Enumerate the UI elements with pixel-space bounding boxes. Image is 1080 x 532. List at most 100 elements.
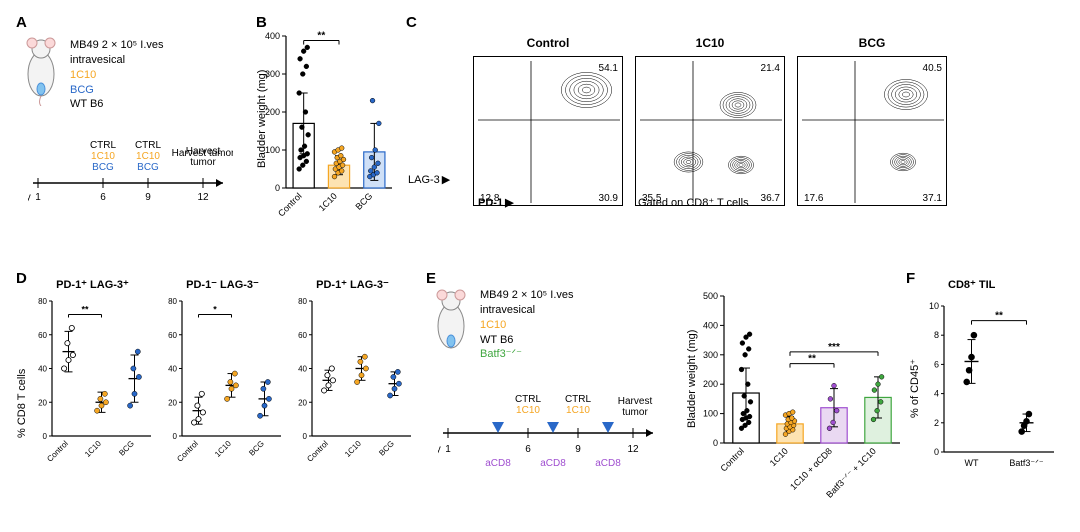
- svg-text:2: 2: [934, 418, 939, 428]
- svg-text:**: **: [995, 311, 1003, 322]
- svg-text:30.9: 30.9: [599, 193, 619, 204]
- svg-text:1C10: 1C10: [136, 151, 160, 162]
- svg-text:37.1: 37.1: [923, 193, 943, 204]
- svg-text:tumor: tumor: [622, 407, 648, 418]
- svg-text:BCG: BCG: [117, 439, 136, 458]
- svg-text:20: 20: [298, 398, 307, 407]
- svg-text:9: 9: [145, 192, 151, 203]
- svg-text:40.5: 40.5: [923, 63, 943, 74]
- svg-text:Day: Day: [438, 444, 441, 455]
- subplot-title: PD-1⁻ LAG-3⁻: [160, 278, 285, 291]
- subplot-title: PD-1⁺ LAG-3⁺: [30, 278, 155, 291]
- svg-text:6: 6: [100, 192, 106, 203]
- panel-e: MB49 2 × 10⁵ I.ves intravesical 1C10 WT …: [428, 278, 898, 528]
- svg-text:Harvest: Harvest: [618, 396, 653, 407]
- panel-b: Bladder weight (mg) 0100200300400Control…: [258, 18, 398, 248]
- svg-text:20: 20: [168, 398, 177, 407]
- svg-text:BCG: BCG: [247, 439, 266, 458]
- svg-text:1C10: 1C10: [213, 439, 233, 459]
- panel-f: CD8⁺ TIL % of CD45⁺ 0246810WTBatf3⁻ᐟ⁻**: [908, 278, 1078, 528]
- exp-line: 1C10: [70, 68, 164, 83]
- svg-text:36.7: 36.7: [761, 193, 781, 204]
- svg-text:80: 80: [38, 297, 47, 306]
- mouse-icon: [18, 36, 64, 106]
- svg-text:8: 8: [934, 330, 939, 340]
- svg-text:aCD8: aCD8: [485, 458, 511, 469]
- svg-text:1C10: 1C10: [91, 151, 115, 162]
- panel-e-chart: 0100200300400500Control1C101C10 + αCD8Ba…: [696, 278, 906, 518]
- svg-text:0: 0: [43, 432, 48, 441]
- svg-text:Control: Control: [718, 446, 746, 474]
- svg-text:40: 40: [38, 365, 47, 374]
- svg-text:BCG: BCG: [137, 162, 159, 173]
- svg-text:1C10: 1C10: [83, 439, 103, 459]
- svg-text:CTRL: CTRL: [565, 394, 592, 405]
- svg-text:**: **: [317, 31, 325, 42]
- svg-text:400: 400: [703, 320, 718, 330]
- svg-text:*: *: [213, 305, 217, 315]
- svg-text:6: 6: [525, 444, 531, 455]
- svg-text:1C10: 1C10: [516, 405, 540, 416]
- exp-line: intravesical: [70, 53, 164, 68]
- exp-line: WT B6: [70, 97, 164, 112]
- mouse-icon: [428, 288, 474, 358]
- svg-text:**: **: [81, 305, 89, 315]
- svg-text:17.6: 17.6: [804, 193, 824, 204]
- svg-text:80: 80: [168, 297, 177, 306]
- gate-text: Gated on CD8⁺ T cells: [638, 196, 749, 209]
- svg-text:200: 200: [703, 379, 718, 389]
- svg-text:300: 300: [703, 350, 718, 360]
- svg-text:0: 0: [303, 432, 308, 441]
- subplot-title: PD-1⁺ LAG-3⁻: [290, 278, 415, 291]
- svg-text:CTRL: CTRL: [135, 140, 162, 151]
- svg-text:WT: WT: [965, 458, 979, 468]
- svg-text:1C10: 1C10: [566, 405, 590, 416]
- exp-line: Batf3⁻ᐟ⁻: [480, 347, 574, 362]
- svg-text:10: 10: [929, 301, 939, 311]
- svg-text:9: 9: [575, 444, 581, 455]
- svg-text:1C10 + αCD8: 1C10 + αCD8: [788, 446, 834, 492]
- exp-line: 1C10: [480, 318, 574, 333]
- svg-text:aCD8: aCD8: [540, 458, 566, 469]
- svg-text:40: 40: [168, 365, 177, 374]
- svg-text:1: 1: [445, 444, 451, 455]
- svg-text:80: 80: [298, 297, 307, 306]
- svg-text:40: 40: [298, 365, 307, 374]
- svg-text:12: 12: [627, 444, 639, 455]
- panel-d-ylabel: % CD8 T cells: [16, 369, 28, 438]
- panel-f-title: CD8⁺ TIL: [948, 278, 995, 291]
- x-axis-label: PD-1▶: [478, 196, 514, 209]
- svg-text:1C10: 1C10: [343, 439, 363, 459]
- panel-c: Control54.112.830.91C1021.435.536.7BCG40…: [408, 18, 968, 238]
- svg-text:CTRL: CTRL: [90, 140, 117, 151]
- svg-text:BCG: BCG: [92, 162, 114, 173]
- svg-text:BCG: BCG: [353, 191, 374, 212]
- panel-b-chart: 0100200300400Control1C10BCG**: [258, 18, 398, 243]
- svg-text:CTRL: CTRL: [515, 394, 542, 405]
- facs-title: Control: [473, 36, 623, 50]
- svg-text:**: **: [808, 354, 816, 365]
- panel-a-experiment-text: MB49 2 × 10⁵ I.ves intravesical 1C10 BCG…: [70, 38, 164, 112]
- panel-a: MB49 2 × 10⁵ I.ves intravesical 1C10 BCG…: [18, 18, 248, 228]
- svg-text:0: 0: [275, 183, 280, 193]
- y-axis-label: LAG-3▶: [408, 173, 450, 186]
- svg-text:4: 4: [934, 389, 939, 399]
- svg-text:0: 0: [173, 432, 178, 441]
- panel-f-chart: 0246810WTBatf3⁻ᐟ⁻**: [920, 292, 1060, 502]
- exp-line: MB49 2 × 10⁵ I.ves: [70, 38, 164, 53]
- svg-text:20: 20: [38, 398, 47, 407]
- svg-text:400: 400: [265, 31, 280, 41]
- svg-text:0: 0: [934, 447, 939, 457]
- svg-text:0: 0: [713, 438, 718, 448]
- svg-text:Control: Control: [276, 191, 304, 219]
- svg-text:tumor: tumor: [190, 157, 216, 168]
- exp-line: MB49 2 × 10⁵ I.ves: [480, 288, 574, 303]
- svg-text:Control: Control: [305, 439, 330, 464]
- panel-b-ylabel: Bladder weight (mg): [256, 70, 268, 168]
- panel-a-timeline: 1 6 9 12 Day CTRL 1C10 BCG CTRL 1C10 BCG…: [28, 138, 233, 218]
- svg-text:60: 60: [38, 331, 47, 340]
- svg-text:60: 60: [168, 331, 177, 340]
- panel-d: % CD8 T cells PD-1⁺ LAG-3⁺ 0 20 40 60 80 Contr…: [18, 278, 418, 528]
- svg-text:aCD8: aCD8: [595, 458, 621, 469]
- svg-text:54.1: 54.1: [599, 63, 619, 74]
